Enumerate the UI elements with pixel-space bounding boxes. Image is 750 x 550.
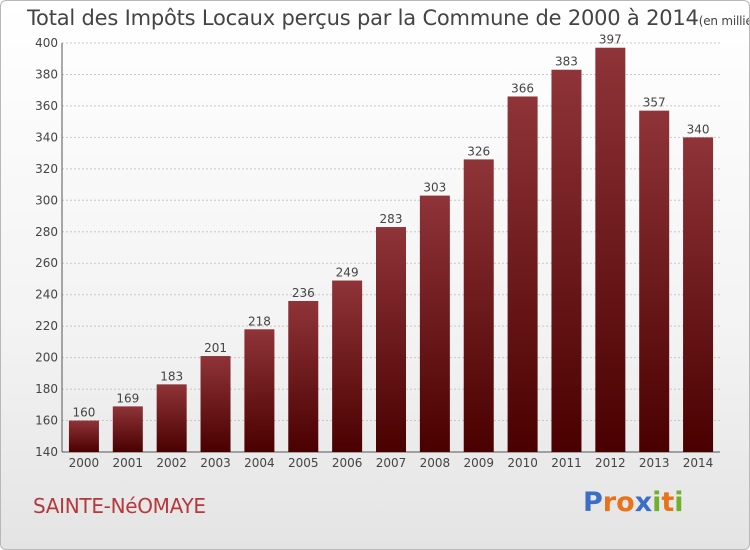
bar xyxy=(683,137,714,452)
x-tick-label: 2009 xyxy=(463,456,494,470)
proxiti-logo: Proxiti xyxy=(583,487,684,518)
bar xyxy=(288,300,319,452)
logo-letter: i xyxy=(674,487,684,518)
data-label: 340 xyxy=(687,122,710,136)
data-label: 236 xyxy=(292,286,315,300)
x-tick-label: 2012 xyxy=(595,456,626,470)
data-label: 169 xyxy=(116,391,139,405)
x-tick-label: 2001 xyxy=(113,456,144,470)
data-label: 366 xyxy=(511,81,534,95)
y-tick-label: 240 xyxy=(35,288,58,302)
data-label: 201 xyxy=(204,341,227,355)
x-tick-label: 2002 xyxy=(156,456,187,470)
logo-letter: r xyxy=(602,487,617,518)
y-tick-label: 220 xyxy=(35,319,58,333)
unit-label: (en milliers d'€) xyxy=(698,14,749,28)
bar xyxy=(156,384,187,452)
logo-letter: t xyxy=(661,487,675,518)
y-tick-label: 400 xyxy=(35,36,58,50)
x-tick-label: 2005 xyxy=(288,456,319,470)
chart-title: Total des Impôts Locaux perçus par la Co… xyxy=(27,6,749,30)
bar xyxy=(112,406,143,452)
y-tick-label: 300 xyxy=(35,193,58,207)
bar xyxy=(332,280,363,452)
x-tick-label: 2004 xyxy=(244,456,275,470)
logo-letter: o xyxy=(616,487,635,518)
data-label: 383 xyxy=(555,55,578,69)
commune-name: SAINTE-NéOMAYE xyxy=(33,494,206,518)
x-tick-label: 2014 xyxy=(683,456,714,470)
y-tick-label: 320 xyxy=(35,162,58,176)
data-label: 357 xyxy=(643,96,666,110)
x-tick-label: 2010 xyxy=(507,456,538,470)
y-tick-label: 260 xyxy=(35,256,58,270)
data-label: 326 xyxy=(467,144,490,158)
x-tick-label: 2008 xyxy=(420,456,451,470)
y-tick-label: 200 xyxy=(35,351,58,365)
y-tick-label: 360 xyxy=(35,99,58,113)
bar xyxy=(639,110,670,453)
y-tick-label: 180 xyxy=(35,382,58,396)
title-text: Total des Impôts Locaux perçus par la Co… xyxy=(27,6,699,30)
bar xyxy=(419,195,450,453)
bar xyxy=(595,47,626,452)
data-label: 397 xyxy=(599,33,622,47)
data-label: 218 xyxy=(248,314,271,328)
bar xyxy=(551,69,582,452)
bar xyxy=(463,159,494,452)
y-tick-label: 380 xyxy=(35,67,58,81)
y-tick-label: 140 xyxy=(35,445,58,459)
data-label: 283 xyxy=(380,212,403,226)
y-tick-label: 280 xyxy=(35,225,58,239)
bar xyxy=(68,420,99,452)
bar xyxy=(376,227,406,452)
y-tick-label: 160 xyxy=(35,414,58,428)
logo-letter: i xyxy=(652,487,662,518)
x-tick-label: 2003 xyxy=(200,456,231,470)
x-tick-label: 2011 xyxy=(551,456,582,470)
x-tick-label: 2007 xyxy=(376,456,407,470)
x-tick-label: 2013 xyxy=(639,456,670,470)
data-label: 303 xyxy=(423,181,446,195)
logo-letter: x xyxy=(634,487,653,518)
bar xyxy=(244,329,275,452)
bar xyxy=(200,356,231,452)
x-tick-label: 2006 xyxy=(332,456,363,470)
data-label: 249 xyxy=(336,266,359,280)
data-label: 160 xyxy=(72,406,95,420)
bar xyxy=(507,96,538,452)
x-tick-label: 2000 xyxy=(69,456,100,470)
logo-letter: P xyxy=(583,487,603,518)
y-tick-label: 340 xyxy=(35,130,58,144)
data-label: 183 xyxy=(160,369,183,383)
